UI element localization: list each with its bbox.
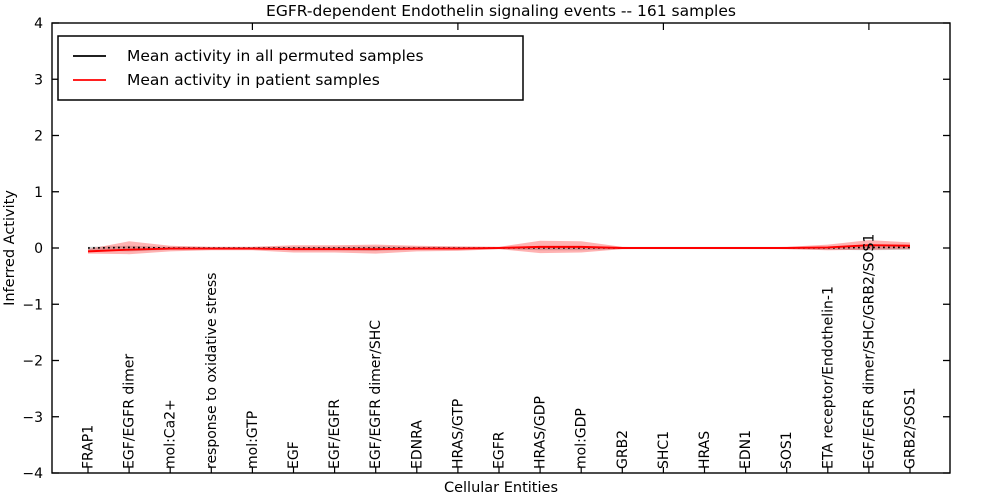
chart-title: EGFR-dependent Endothelin signaling even… — [266, 2, 736, 20]
y-tick-label: 0 — [34, 241, 43, 257]
y-axis-label: Inferred Activity — [2, 190, 18, 306]
x-category-label: response to oxidative stress — [204, 273, 220, 469]
x-category-label: EGF/EGFR dimer — [122, 354, 138, 469]
legend-label-patient: Mean activity in patient samples — [127, 71, 380, 89]
y-tick-label: −4 — [22, 466, 43, 482]
x-category-label: EGF/EGFR dimer/SHC — [368, 320, 384, 469]
x-category-label: HRAS/GDP — [533, 396, 549, 469]
x-category-label: HRAS — [697, 431, 713, 469]
y-tick-label: −2 — [22, 354, 43, 370]
x-category-label: mol:GTP — [245, 411, 261, 469]
x-category-label: EDNRA — [409, 420, 425, 469]
x-category-label: EGFR — [492, 431, 508, 469]
x-category-label: SHC1 — [656, 431, 672, 469]
x-category-label: EGF — [286, 441, 302, 469]
y-tick-label: −1 — [22, 297, 43, 313]
y-tick-label: 4 — [34, 16, 43, 32]
x-category-label: HRAS/GTP — [450, 399, 466, 469]
y-tick-label: 1 — [34, 185, 43, 201]
x-category-label: EGF/EGFR dimer/SHC/GRB2/SOS1 — [861, 234, 877, 469]
x-category-label: mol:Ca2+ — [163, 399, 179, 469]
series-line-1 — [87, 244, 911, 253]
y-tick-label: −3 — [22, 410, 43, 426]
x-category-label: EDN1 — [738, 430, 754, 469]
x-category-label: EGF/EGFR — [327, 399, 343, 469]
x-category-label: mol:GDP — [574, 408, 590, 469]
x-category-label: ETA receptor/Endothelin-1 — [820, 286, 836, 469]
legend: Mean activity in all permuted samples Me… — [57, 35, 524, 101]
x-axis-label: Cellular Entities — [444, 480, 558, 496]
y-tick-label: 3 — [34, 72, 43, 88]
legend-label-permuted: Mean activity in all permuted samples — [127, 47, 424, 65]
x-category-label: SOS1 — [779, 431, 795, 469]
legend-box — [57, 35, 524, 101]
x-category-label: GRB2 — [615, 430, 631, 469]
x-category-label: GRB2/SOS1 — [903, 387, 919, 469]
x-category-label: FRAP1 — [81, 425, 97, 469]
y-tick-label: 2 — [34, 129, 43, 145]
